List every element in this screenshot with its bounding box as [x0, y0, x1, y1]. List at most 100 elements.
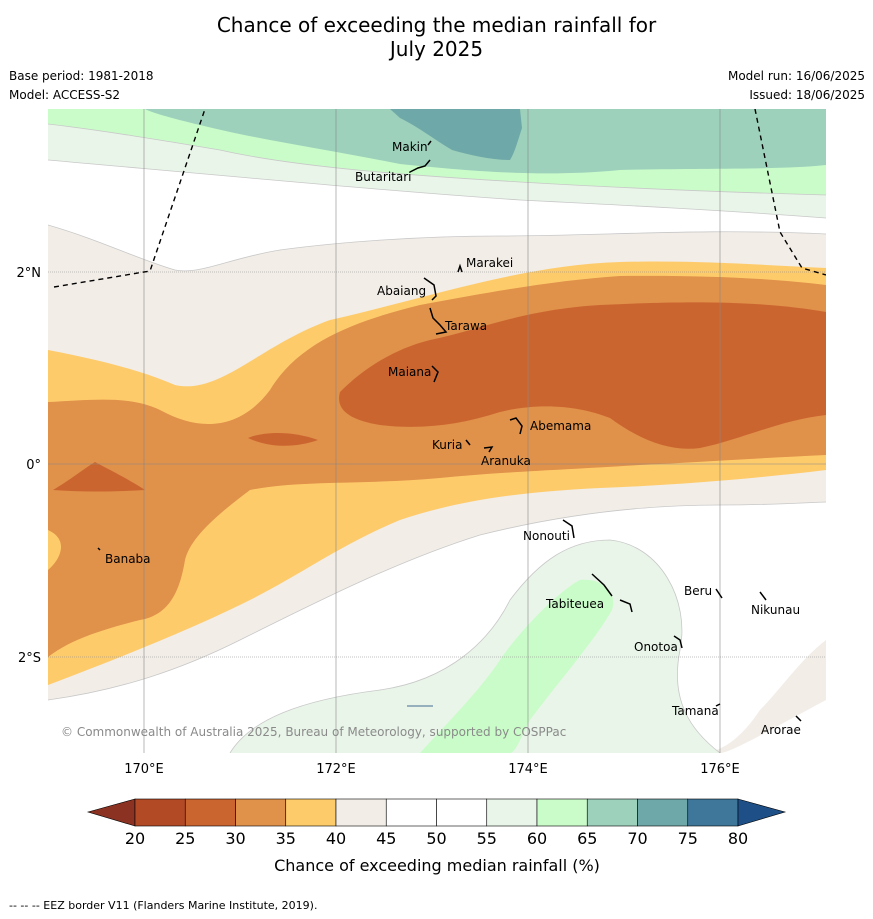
- colorbar-cell: [385, 798, 437, 827]
- model-run: Model run: 16/06/2025: [727, 69, 865, 83]
- island-kuria: [465, 439, 471, 446]
- colorbar-tick-label: 30: [225, 829, 245, 848]
- island-maiana: [431, 365, 439, 383]
- colorbar: 20 25 30 35 40 45 50 55 60 65 70 75 80 Chance of exc…: [86, 798, 787, 875]
- place-label: Aranuka: [481, 454, 531, 468]
- colorbar-label: Chance of exceeding median rainfall (%): [274, 856, 600, 875]
- colorbar-ticks: 20 25 30 35 40 45 50 55 60 65 70 75 80: [125, 829, 748, 848]
- graticule: [48, 109, 826, 753]
- place-label: Banaba: [105, 552, 151, 566]
- contour-line: [48, 123, 826, 196]
- colorbar-tick-label: 50: [426, 829, 446, 848]
- island-marakei: [457, 263, 463, 273]
- island-tamana: [715, 703, 721, 707]
- lon-label-176e: 176°E: [700, 762, 740, 777]
- colorbar-cell: [486, 798, 538, 827]
- island-abemama: [509, 417, 523, 435]
- colorbar-tick-label: 75: [678, 829, 698, 848]
- place-label: Onotoa: [634, 640, 678, 654]
- island-nonouti: [562, 519, 575, 539]
- place-label: Abaiang: [377, 284, 426, 298]
- place-label: Marakei: [466, 256, 513, 270]
- place-label: Nonouti: [523, 529, 570, 543]
- contour-line: [229, 539, 721, 753]
- place-label: Butaritari: [355, 170, 412, 184]
- place-label: Arorae: [761, 723, 801, 737]
- colorbar-cell: [184, 798, 236, 827]
- island-beru: [715, 588, 723, 599]
- island-onotoa: [673, 635, 683, 649]
- eez-border: [53, 109, 826, 288]
- contour-line: [48, 159, 826, 219]
- colorbar-tick-label: 70: [627, 829, 647, 848]
- place-label: Tarawa: [444, 319, 487, 333]
- colorbar-tick-label: 80: [728, 829, 748, 848]
- contour-lines: [48, 123, 826, 753]
- place-label: Maiana: [388, 365, 431, 379]
- colorbar-tick-label: 55: [477, 829, 497, 848]
- island-butaritari: [409, 159, 431, 173]
- island-banaba: [97, 547, 101, 551]
- place-label: Kuria: [432, 438, 463, 452]
- rainfall-map: Makin Butaritari Marakei Abaiang Tarawa …: [17, 109, 826, 875]
- colorbar-tick-label: 35: [276, 829, 296, 848]
- band-60-65-south: [420, 579, 614, 753]
- colorbar-tick-label: 20: [125, 829, 145, 848]
- island-aranuka: [483, 446, 494, 453]
- colorbar-tick-label: 45: [376, 829, 396, 848]
- band-25-30-banaba: [53, 462, 145, 492]
- colorbar-tick-label: 60: [527, 829, 547, 848]
- colorbar-cell: [335, 798, 387, 827]
- lon-label-172e: 172°E: [316, 762, 356, 777]
- lat-label-2s: 2°S: [18, 651, 41, 666]
- colorbar-cell: [134, 798, 186, 827]
- probability-shading: Makin Butaritari Marakei Abaiang Tarawa …: [48, 109, 826, 753]
- place-label: Abemama: [530, 419, 591, 433]
- colorbar-cells: [134, 798, 739, 827]
- lon-label-174e: 174°E: [508, 762, 548, 777]
- band-25-30: [339, 302, 826, 449]
- eez-footnote: -- -- -- EEZ border V11 (Flanders Marine…: [9, 899, 318, 912]
- island-abaiang: [423, 277, 437, 301]
- colorbar-tick-label: 25: [175, 829, 195, 848]
- place-label: Beru: [684, 584, 712, 598]
- island-arorae: [795, 715, 802, 722]
- model-name: Model: ACCESS-S2: [9, 88, 121, 102]
- colorbar-cell: [687, 798, 739, 827]
- chart-title-line2: July 2025: [389, 37, 484, 61]
- place-label: Tabiteuea: [545, 597, 604, 611]
- colorbar-cell: [637, 798, 689, 827]
- base-period: Base period: 1981-2018: [9, 69, 154, 83]
- island-tarawa: [429, 307, 448, 335]
- colorbar-cell: [436, 798, 488, 827]
- contour-line: [48, 501, 826, 701]
- copyright-notice: © Commonwealth of Australia 2025, Bureau…: [61, 725, 566, 739]
- colorbar-cell: [536, 798, 588, 827]
- place-label: Nikunau: [751, 603, 800, 617]
- lat-label-2n: 2°N: [17, 266, 42, 281]
- colorbar-tick-label: 40: [326, 829, 346, 848]
- issued-date: Issued: 18/06/2025: [749, 88, 865, 102]
- colorbar-cell: [235, 798, 287, 827]
- colorbar-cell: [285, 798, 337, 827]
- eez-border-east: [754, 109, 826, 276]
- island-makin: [427, 140, 432, 146]
- lon-label-170e: 170°E: [124, 762, 164, 777]
- eez-border-west: [53, 109, 206, 288]
- colorbar-over-arrow: [737, 798, 787, 827]
- place-label: Tamana: [671, 704, 719, 718]
- band-25-30-west: [248, 433, 318, 446]
- contour-line: [48, 224, 826, 272]
- colorbar-cell: [586, 798, 638, 827]
- band-70-75-north: [390, 109, 522, 160]
- place-labels: Makin Butaritari Marakei Abaiang Tarawa …: [105, 140, 801, 737]
- colorbar-under-arrow: [86, 798, 136, 827]
- colorbar-tick-label: 65: [577, 829, 597, 848]
- chart-title-line1: Chance of exceeding the median rainfall …: [216, 13, 657, 37]
- lat-label-0: 0°: [26, 458, 41, 473]
- place-label: Makin: [392, 140, 428, 154]
- island-tabiteuea: [591, 573, 633, 613]
- islands: [97, 140, 802, 722]
- axis-labels: 2°N 0° 2°S 170°E 172°E 174°E 176°E: [17, 266, 740, 777]
- island-nikunau: [759, 591, 767, 601]
